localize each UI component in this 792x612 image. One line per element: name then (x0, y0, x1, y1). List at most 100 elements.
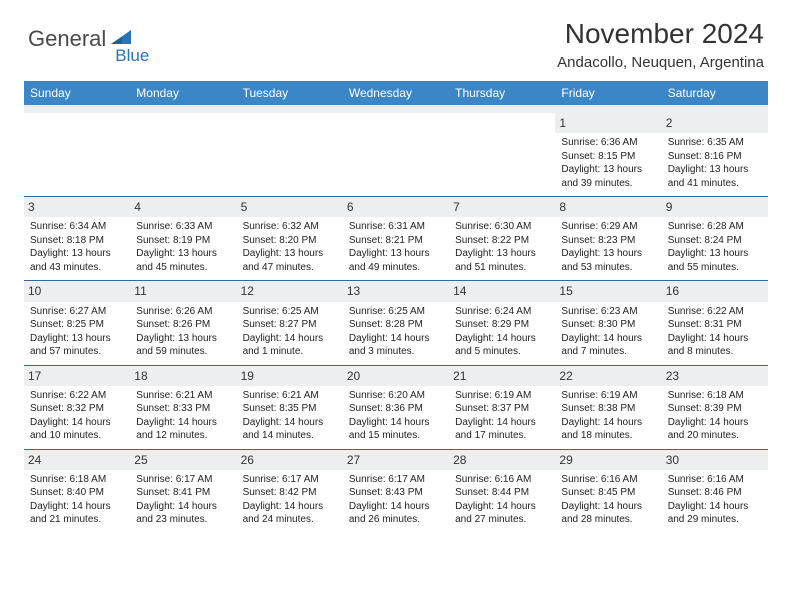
day-number: 19 (237, 366, 343, 386)
daylight-text: Daylight: 14 hours and 14 minutes. (243, 416, 337, 443)
sunset-text: Sunset: 8:38 PM (561, 402, 655, 416)
sunset-text: Sunset: 8:45 PM (561, 486, 655, 500)
daylight-text: Daylight: 14 hours and 29 minutes. (668, 500, 762, 527)
daylight-text: Daylight: 14 hours and 7 minutes. (561, 332, 655, 359)
day-details: Sunrise: 6:26 AMSunset: 8:26 PMDaylight:… (136, 305, 230, 359)
day-cell: 8Sunrise: 6:29 AMSunset: 8:23 PMDaylight… (555, 197, 661, 281)
day-number: 28 (449, 450, 555, 470)
day-cell: 14Sunrise: 6:24 AMSunset: 8:29 PMDayligh… (449, 281, 555, 365)
day-cell: 11Sunrise: 6:26 AMSunset: 8:26 PMDayligh… (130, 281, 236, 365)
day-cell: 29 Sunrise: 6:16 AMSunset: 8:45 PMDayligh… (555, 449, 661, 533)
sunrise-text: Sunrise: 6:28 AM (668, 220, 762, 234)
calendar-page: General Blue November 2024 Andacollo, Ne… (0, 0, 792, 543)
daylight-text: Daylight: 14 hours and 28 minutes. (561, 500, 655, 527)
dow-friday: Friday (555, 81, 661, 105)
daylight-text: Daylight: 14 hours and 8 minutes. (668, 332, 762, 359)
daylight-text: Daylight: 14 hours and 15 minutes. (349, 416, 443, 443)
dow-monday: Monday (130, 81, 236, 105)
day-cell (130, 113, 236, 197)
day-cell: 23Sunrise: 6:18 AMSunset: 8:39 PMDayligh… (662, 365, 768, 449)
sunset-text: Sunset: 8:28 PM (349, 318, 443, 332)
day-number: 5 (237, 197, 343, 217)
sunrise-text: Sunrise: 6:18 AM (30, 473, 124, 487)
daylight-text: Daylight: 14 hours and 5 minutes. (455, 332, 549, 359)
sunset-text: Sunset: 8:32 PM (30, 402, 124, 416)
day-cell: 28Sunrise: 6:16 AMSunset: 8:44 PMDayligh… (449, 449, 555, 533)
sunrise-text: Sunrise: 6:26 AM (136, 305, 230, 319)
sunset-text: Sunset: 8:15 PM (561, 150, 655, 164)
daylight-text: Daylight: 14 hours and 24 minutes. (243, 500, 337, 527)
daylight-text: Daylight: 14 hours and 17 minutes. (455, 416, 549, 443)
logo-text-blue: Blue (115, 46, 149, 66)
day-details: Sunrise: 6:30 AMSunset: 8:22 PMDaylight:… (455, 220, 549, 274)
day-number: 29 (555, 450, 661, 470)
day-number: 24 (24, 450, 130, 470)
sunrise-text: Sunrise: 6:25 AM (349, 305, 443, 319)
sunset-text: Sunset: 8:35 PM (243, 402, 337, 416)
sunrise-text: Sunrise: 6:35 AM (668, 136, 762, 150)
sunset-text: Sunset: 8:43 PM (349, 486, 443, 500)
sunrise-text: Sunrise: 6:16 AM (668, 473, 762, 487)
day-number: 20 (343, 366, 449, 386)
day-cell: 2Sunrise: 6:35 AMSunset: 8:16 PMDaylight… (662, 113, 768, 197)
day-details: Sunrise: 6:17 AMSunset: 8:43 PMDaylight:… (349, 473, 443, 527)
day-details: Sunrise: 6:32 AMSunset: 8:20 PMDaylight:… (243, 220, 337, 274)
day-number: 12 (237, 281, 343, 301)
sunrise-text: Sunrise: 6:20 AM (349, 389, 443, 403)
week-row: 1Sunrise: 6:36 AMSunset: 8:15 PMDaylight… (24, 113, 768, 197)
day-number: 15 (555, 281, 661, 301)
day-cell: 26Sunrise: 6:17 AMSunset: 8:42 PMDayligh… (237, 449, 343, 533)
sunrise-text: Sunrise: 6:29 AM (561, 220, 655, 234)
day-number: 17 (24, 366, 130, 386)
day-details: Sunrise: 6:25 AMSunset: 8:28 PMDaylight:… (349, 305, 443, 359)
location-text: Andacollo, Neuquen, Argentina (557, 54, 764, 71)
sunrise-text: Sunrise: 6:33 AM (136, 220, 230, 234)
day-number: 27 (343, 450, 449, 470)
day-details: Sunrise: 6:28 AMSunset: 8:24 PMDaylight:… (668, 220, 762, 274)
day-cell (343, 113, 449, 197)
sunrise-text: Sunrise: 6:36 AM (561, 136, 655, 150)
day-details: Sunrise: 6:22 AMSunset: 8:31 PMDaylight:… (668, 305, 762, 359)
day-number: 9 (662, 197, 768, 217)
sunrise-text: Sunrise: 6:22 AM (30, 389, 124, 403)
sunrise-text: Sunrise: 6:31 AM (349, 220, 443, 234)
daylight-text: Daylight: 14 hours and 20 minutes. (668, 416, 762, 443)
day-details: Sunrise: 6:18 AMSunset: 8:40 PMDaylight:… (30, 473, 124, 527)
daylight-text: Daylight: 14 hours and 10 minutes. (30, 416, 124, 443)
daylight-text: Daylight: 14 hours and 1 minute. (243, 332, 337, 359)
sunset-text: Sunset: 8:24 PM (668, 234, 762, 248)
sunset-text: Sunset: 8:29 PM (455, 318, 549, 332)
sunrise-text: Sunrise: 6:17 AM (349, 473, 443, 487)
day-details: Sunrise: 6:17 AMSunset: 8:41 PMDaylight:… (136, 473, 230, 527)
sunset-text: Sunset: 8:27 PM (243, 318, 337, 332)
day-details: Sunrise: 6:21 AMSunset: 8:33 PMDaylight:… (136, 389, 230, 443)
day-cell: 4Sunrise: 6:33 AMSunset: 8:19 PMDaylight… (130, 197, 236, 281)
day-cell: 6Sunrise: 6:31 AMSunset: 8:21 PMDaylight… (343, 197, 449, 281)
sunrise-text: Sunrise: 6:22 AM (668, 305, 762, 319)
day-cell (449, 113, 555, 197)
sunrise-text: Sunrise: 6:23 AM (561, 305, 655, 319)
sunset-text: Sunset: 8:18 PM (30, 234, 124, 248)
day-details: Sunrise: 6:23 AMSunset: 8:30 PMDaylight:… (561, 305, 655, 359)
day-cell: 17 Sunrise: 6:22 AMSunset: 8:32 PMDayligh… (24, 365, 130, 449)
sunrise-text: Sunrise: 6:34 AM (30, 220, 124, 234)
sunrise-text: Sunrise: 6:17 AM (243, 473, 337, 487)
week-row: 17Sunrise: 6:22 AMSunset: 8:32 PMDayligh… (24, 365, 768, 449)
sunrise-text: Sunrise: 6:18 AM (668, 389, 762, 403)
day-cell: 27 Sunrise: 6:17 AMSunset: 8:43 PMDayligh… (343, 449, 449, 533)
day-cell: 21Sunrise: 6:19 AMSunset: 8:37 PMDayligh… (449, 365, 555, 449)
dow-tuesday: Tuesday (237, 81, 343, 105)
day-number: 3 (24, 197, 130, 217)
sunrise-text: Sunrise: 6:16 AM (561, 473, 655, 487)
daylight-text: Daylight: 14 hours and 18 minutes. (561, 416, 655, 443)
sunset-text: Sunset: 8:23 PM (561, 234, 655, 248)
week-row: 3 Sunrise: 6:34 AMSunset: 8:18 PM Daylight… (24, 197, 768, 281)
day-cell: 19Sunrise: 6:21 AMSunset: 8:35 PMDayligh… (237, 365, 343, 449)
day-number: 10 (24, 281, 130, 301)
daylight-text: Daylight: 13 hours and 51 minutes. (455, 247, 549, 274)
day-details: Sunrise: 6:33 AMSunset: 8:19 PMDaylight:… (136, 220, 230, 274)
day-cell: 10Sunrise: 6:27 AMSunset: 8:25 PMDayligh… (24, 281, 130, 365)
sunset-text: Sunset: 8:41 PM (136, 486, 230, 500)
day-cell: 20Sunrise: 6:20 AMSunset: 8:36 PMDayligh… (343, 365, 449, 449)
sunrise-text: Sunrise: 6:19 AM (561, 389, 655, 403)
